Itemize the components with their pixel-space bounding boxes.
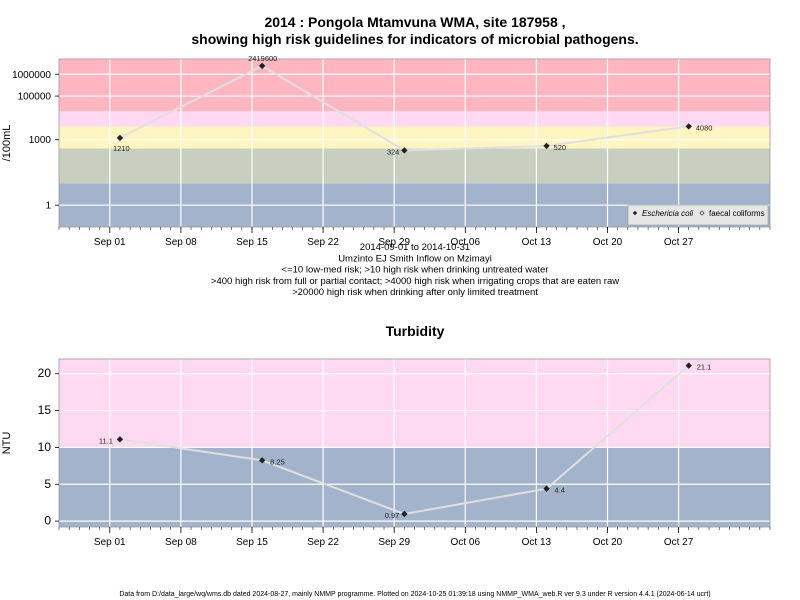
data-label: 520	[554, 143, 567, 152]
x-tick-label: Sep 29	[378, 537, 410, 548]
figure-footer: Data from D:/data_large/wq/wms.db dated …	[119, 591, 710, 598]
risk-band	[59, 148, 770, 184]
x-tick-label: Oct 13	[522, 537, 552, 548]
x-tick-label: Oct 27	[664, 237, 694, 248]
legend-label-ecoli: Eschericia coli	[642, 209, 693, 218]
data-label: 11.1	[99, 436, 113, 445]
x-tick-label: Sep 15	[236, 537, 268, 548]
note-line: >400 high risk from full or partial cont…	[211, 276, 619, 287]
x-tick-label: Sep 08	[165, 537, 197, 548]
data-point	[258, 457, 266, 464]
turbidity-chart-title: Turbidity	[386, 323, 445, 339]
data-label: 4080	[696, 123, 713, 132]
x-tick-label: Sep 15	[236, 237, 268, 248]
data-point	[543, 485, 550, 492]
risk-band	[59, 111, 770, 127]
note-line: 2014-09-01 to 2014-10-31	[360, 242, 470, 253]
legend-box	[627, 204, 769, 226]
data-label: 4.4	[555, 486, 565, 495]
x-tick-label: Oct 06	[451, 237, 481, 248]
y-axis-label: /100mL	[1, 125, 13, 162]
legend-label-faecal: faecal coliforms	[709, 209, 765, 218]
data-point	[401, 147, 408, 154]
legend-marker-ecoli	[632, 210, 638, 216]
data-point	[543, 142, 550, 150]
data-label: 0.97	[385, 511, 400, 520]
risk-band	[59, 59, 770, 112]
turbidity-chart: 0 5 10 15 20 Sep 01 Sep 08 Sep 15 Sep 22 Sep 29 Oc…	[1, 358, 771, 548]
x-tick-label: Oct 13	[522, 237, 552, 248]
y-tick-label: 0	[44, 514, 51, 528]
data-point	[116, 134, 124, 142]
figure-title-line1: 2014 : Pongola Mtamvuna WMA, site 187958…	[264, 14, 565, 30]
x-tick-label: Sep 08	[165, 237, 197, 248]
data-label: 2419600	[248, 54, 277, 63]
data-label: 8.25	[270, 457, 285, 466]
data-label: 1210	[113, 144, 130, 153]
x-tick-label: Sep 01	[94, 537, 126, 548]
risk-band	[59, 359, 770, 448]
data-point	[116, 436, 124, 443]
data-point	[258, 62, 266, 70]
risk-band	[59, 126, 770, 149]
y-tick-label: 15	[38, 403, 52, 417]
x-tick-label: Oct 27	[664, 537, 694, 548]
x-tick-label: Sep 22	[307, 237, 339, 248]
y-tick-label: 1	[45, 201, 51, 212]
y-tick-label: 100000	[18, 92, 52, 103]
data-point	[685, 362, 692, 369]
x-tick-label: Sep 01	[94, 237, 126, 248]
y-tick-label: 20	[38, 366, 52, 380]
note-line: Umzinto EJ Smith Inflow on Mzimayi	[338, 253, 492, 264]
y-tick-label: 1000	[29, 135, 52, 146]
note-line: >20000 high risk when drinking after onl…	[292, 287, 538, 298]
y-axis-label: NTU	[1, 432, 13, 455]
note-line: <=10 low-med risk; >10 high risk when dr…	[282, 265, 549, 276]
x-tick-label: Sep 22	[307, 537, 339, 548]
x-tick-label: Oct 20	[593, 537, 623, 548]
data-point	[401, 510, 408, 518]
data-label: 21.1	[697, 363, 712, 372]
risk-band	[59, 447, 770, 527]
legend-marker-faecal	[699, 210, 705, 216]
y-tick-label: 10	[38, 440, 52, 454]
x-tick-label: Oct 06	[451, 537, 481, 548]
data-label: 324	[387, 147, 400, 156]
data-point	[685, 123, 692, 130]
figure-title-line2: showing high risk guidelines for indicat…	[191, 31, 638, 47]
y-tick-label: 5	[44, 477, 51, 491]
microbial-chart: 1 1000 100000 1000000 Sep 01 Sep 08 Sep 15 Sep …	[1, 54, 771, 248]
x-tick-label: Oct 20	[593, 237, 623, 248]
y-tick-label: 1000000	[12, 70, 51, 81]
x-tick-label: Sep 29	[378, 237, 410, 248]
